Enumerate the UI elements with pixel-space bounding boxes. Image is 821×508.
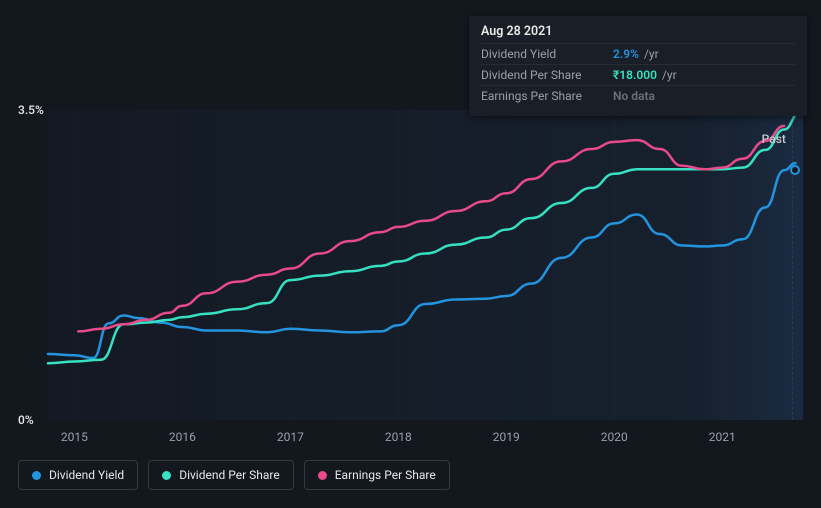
tooltip-row: Dividend Per Share₹18.000 /yr bbox=[481, 64, 795, 85]
tooltip-date: Aug 28 2021 bbox=[481, 24, 795, 43]
legend-item-label: Dividend Per Share bbox=[179, 468, 280, 482]
x-axis-tick: 2015 bbox=[61, 430, 88, 444]
series-line bbox=[78, 126, 784, 332]
x-gridline bbox=[182, 110, 183, 420]
legend-item-label: Earnings Per Share bbox=[335, 468, 436, 482]
plot-area bbox=[48, 110, 803, 420]
tooltip-row-label: Dividend Per Share bbox=[481, 68, 613, 82]
series-end-marker bbox=[790, 165, 800, 175]
x-gridline bbox=[614, 110, 615, 420]
tooltip-row-label: Dividend Yield bbox=[481, 47, 613, 61]
legend-dot-icon bbox=[32, 471, 41, 480]
x-axis-tick: 2016 bbox=[169, 430, 196, 444]
x-axis-tick: 2018 bbox=[385, 430, 412, 444]
y-axis-tick: 3.5% bbox=[18, 103, 44, 117]
tooltip-row: Dividend Yield2.9% /yr bbox=[481, 43, 795, 64]
x-axis-tick: 2021 bbox=[709, 430, 736, 444]
series-line bbox=[48, 114, 799, 364]
tooltip-row-value: No data bbox=[613, 89, 655, 103]
legend-dot-icon bbox=[162, 471, 171, 480]
x-axis-tick: 2019 bbox=[493, 430, 520, 444]
x-gridline bbox=[722, 110, 723, 420]
x-axis-tick: 2017 bbox=[277, 430, 304, 444]
past-marker-line bbox=[792, 110, 793, 420]
x-gridline bbox=[398, 110, 399, 420]
tooltip-row: Earnings Per ShareNo data bbox=[481, 85, 795, 106]
legend-item[interactable]: Dividend Yield bbox=[18, 460, 138, 490]
y-axis-tick: 0% bbox=[18, 413, 34, 427]
x-gridline bbox=[290, 110, 291, 420]
chart-legend: Dividend Yield Dividend Per Share Earnings… bbox=[18, 460, 450, 490]
legend-item[interactable]: Dividend Per Share bbox=[148, 460, 294, 490]
legend-dot-icon bbox=[318, 471, 327, 480]
tooltip-row-label: Earnings Per Share bbox=[481, 89, 613, 103]
series-line bbox=[48, 163, 796, 358]
tooltip-row-value: ₹18.000 /yr bbox=[613, 68, 677, 82]
legend-item[interactable]: Earnings Per Share bbox=[304, 460, 450, 490]
chart-container: 3.5% 0% 2015 2016 2017 2018 2019 2020 2021 Past… bbox=[0, 0, 821, 508]
chart-tooltip: Aug 28 2021 Dividend Yield2.9% /yrDivide… bbox=[469, 16, 807, 116]
line-chart-svg bbox=[48, 110, 803, 420]
x-gridline bbox=[74, 110, 75, 420]
tooltip-row-value: 2.9% /yr bbox=[613, 47, 659, 61]
x-axis-tick: 2020 bbox=[601, 430, 628, 444]
legend-item-label: Dividend Yield bbox=[49, 468, 124, 482]
x-gridline bbox=[506, 110, 507, 420]
past-badge: Past bbox=[762, 132, 786, 146]
